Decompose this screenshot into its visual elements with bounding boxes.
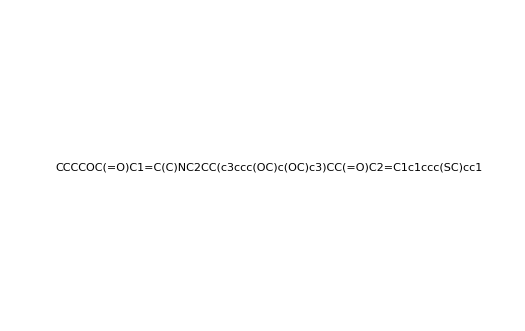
Text: CCCCOC(=O)C1=C(C)NC2CC(c3ccc(OC)c(OC)c3)CC(=O)C2=C1c1ccc(SC)cc1: CCCCOC(=O)C1=C(C)NC2CC(c3ccc(OC)c(OC)c3)…	[56, 162, 482, 172]
